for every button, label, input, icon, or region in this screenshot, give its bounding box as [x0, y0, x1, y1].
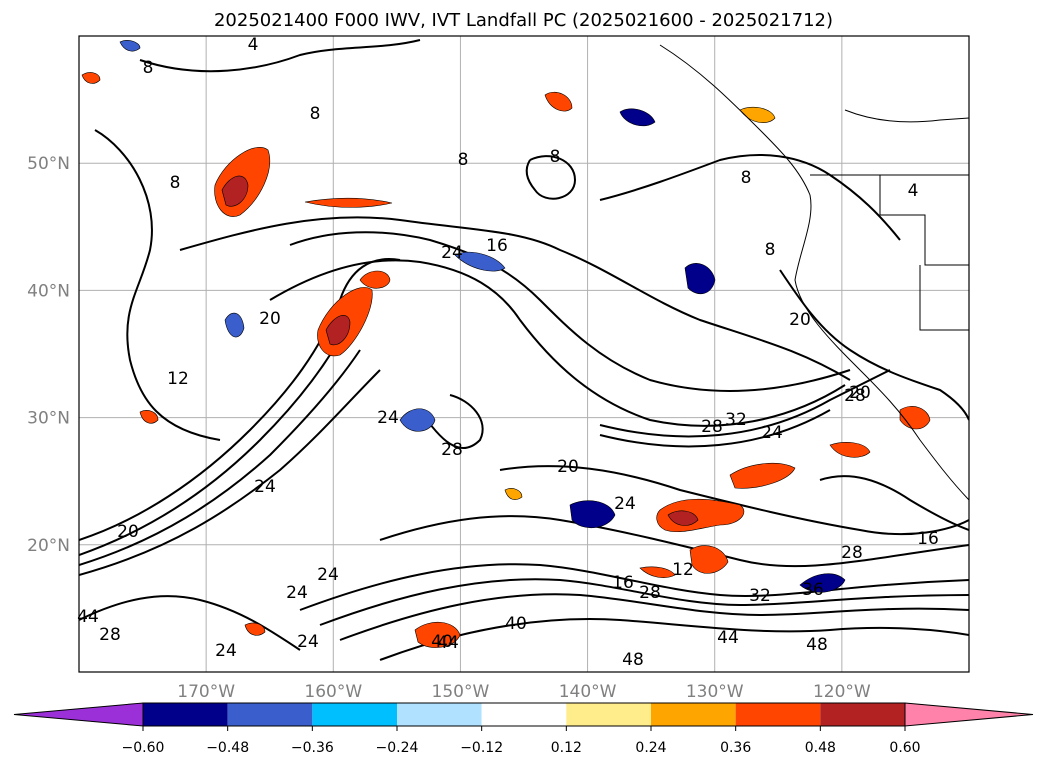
colorbar-tick-label: −0.36 — [291, 740, 334, 756]
lat-tick-label: 30°N — [27, 409, 70, 429]
longitude-labels: 170°W 160°W 150°W 140°W 130°W 120°W — [177, 682, 871, 702]
contour-label: 24 — [377, 408, 399, 428]
coastline — [659, 44, 969, 501]
contour-label: 8 — [170, 173, 181, 193]
contour-label: 20 — [117, 522, 139, 542]
contour-label: 24 — [441, 243, 463, 263]
colorbar-segment — [735, 703, 821, 726]
colorbar-segment — [227, 703, 313, 726]
colorbar-tick-label: −0.12 — [460, 740, 503, 756]
colorbar-tick-label: 0.36 — [720, 740, 751, 756]
contour-label: 12 — [167, 369, 189, 389]
colorbar-tick-label: 0.48 — [805, 740, 836, 756]
contour-label: 24 — [761, 423, 783, 443]
iwv-contours — [79, 39, 969, 661]
colorbar-tick-label: 0.60 — [889, 740, 920, 756]
contour-label: 16 — [612, 573, 634, 593]
contour-label: 24 — [317, 565, 339, 585]
colorbar-tick-label: 0.24 — [635, 740, 666, 756]
contour-label: 8 — [741, 168, 752, 188]
colorbar: −0.60 −0.48 −0.36 −0.24 −0.12 0.12 0.24 0.36 0.4… — [13, 702, 1034, 756]
contour-label: 48 — [622, 650, 644, 670]
contour-label: 24 — [254, 477, 276, 497]
contour-label: 28 — [639, 583, 661, 603]
lon-tick-label: 150°W — [432, 682, 490, 702]
contour-label: 20 — [557, 457, 579, 477]
lat-tick-label: 40°N — [27, 281, 70, 301]
contour-label: 48 — [806, 635, 828, 655]
lat-tick-label: 50°N — [27, 154, 70, 174]
contour-label: 28 — [441, 440, 463, 460]
map-frame — [78, 35, 970, 673]
contour-label: 16 — [486, 236, 508, 256]
contour-label: 20 — [259, 309, 281, 329]
contour-label: 16 — [917, 529, 939, 549]
contour-label: 12 — [672, 560, 694, 580]
contour-label: 20 — [849, 383, 871, 403]
colorbar-extend-low — [13, 702, 144, 727]
colorbar-extend-high — [904, 702, 1034, 727]
colorbar-segment — [397, 703, 482, 726]
lat-tick-label: 20°N — [27, 536, 70, 556]
contour-label: 32 — [749, 586, 771, 606]
contour-label: 24 — [215, 641, 237, 661]
contour-label: 28 — [844, 386, 866, 406]
contour-label: 8 — [458, 150, 469, 170]
contour-label: 44 — [717, 628, 739, 648]
contour-label: 8 — [310, 104, 321, 124]
colorbar-tick-label: −0.24 — [376, 740, 419, 756]
contour-label: 28 — [841, 543, 863, 563]
colorbar-segment — [651, 703, 736, 726]
contour-label: 8 — [765, 240, 776, 260]
contour-label: 28 — [99, 625, 121, 645]
contour-label: 44 — [437, 633, 459, 653]
colorbar-tick-label: −0.60 — [122, 740, 165, 756]
figure-title: 2025021400 F000 IWV, IVT Landfall PC (20… — [213, 10, 834, 31]
contour-label: 24 — [297, 632, 319, 652]
contour-label: 36 — [802, 580, 824, 600]
colorbar-segment — [143, 703, 228, 726]
contour-label: 24 — [286, 583, 308, 603]
colorbar-tick-label: 0.12 — [551, 740, 582, 756]
contour-label: 44 — [77, 607, 99, 627]
contour-label: 8 — [550, 147, 561, 167]
lon-tick-label: 120°W — [813, 682, 871, 702]
ivt-anomaly-patches — [81, 40, 931, 648]
lon-tick-label: 170°W — [177, 682, 235, 702]
latitude-labels: 50°N 40°N 30°N 20°N — [27, 154, 70, 556]
contour-label: 20 — [789, 310, 811, 330]
contour-label: 40 — [505, 614, 527, 634]
contour-label: 24 — [614, 494, 636, 514]
lon-tick-label: 130°W — [686, 682, 744, 702]
contour-label: 28 — [701, 417, 723, 437]
lon-tick-label: 160°W — [304, 682, 362, 702]
lon-tick-label: 140°W — [559, 682, 617, 702]
map-panel — [78, 35, 970, 673]
contour-label: 8 — [143, 58, 154, 78]
colorbar-segment — [820, 703, 905, 726]
contour-label: 4 — [908, 181, 919, 201]
colorbar-segment — [481, 703, 567, 726]
colorbar-segment — [312, 703, 397, 726]
colorbar-tick-label: −0.48 — [206, 740, 249, 756]
contour-label: 4 — [248, 35, 259, 55]
colorbar-segment — [566, 703, 651, 726]
contour-label: 40 — [431, 632, 453, 652]
contour-label: 32 — [725, 410, 747, 430]
